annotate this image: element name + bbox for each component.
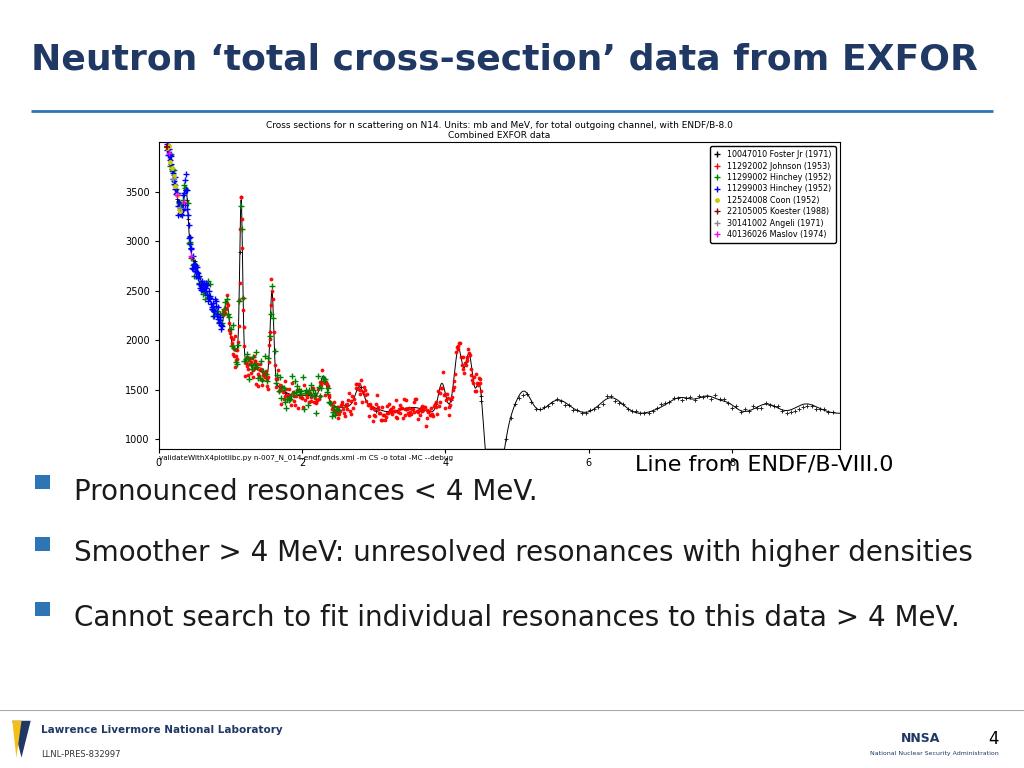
Text: National Nuclear Security Administration: National Nuclear Security Administration: [870, 751, 999, 756]
Legend: 10047010 Foster Jr (1971), 11292002 Johnson (1953), 11299002 Hinchey (1952), 112: 10047010 Foster Jr (1971), 11292002 John…: [711, 146, 836, 243]
Polygon shape: [12, 720, 31, 757]
Text: Neutron ‘total cross-section’ data from EXFOR: Neutron ‘total cross-section’ data from …: [31, 42, 978, 76]
Text: LLNL-PRES-832997: LLNL-PRES-832997: [41, 750, 121, 759]
Text: NNSA: NNSA: [901, 733, 940, 745]
Text: Lawrence Livermore National Laboratory: Lawrence Livermore National Laboratory: [41, 725, 283, 735]
Text: validateWithX4plotlibc.py n-007_N_014.endf.gnds.xml -m CS -o total -MC --debug: validateWithX4plotlibc.py n-007_N_014.en…: [159, 455, 453, 462]
Text: Line from ENDF/B-VIII.0: Line from ENDF/B-VIII.0: [635, 455, 893, 475]
Text: Pronounced resonances < 4 MeV.: Pronounced resonances < 4 MeV.: [74, 478, 538, 505]
Text: Smoother > 4 MeV: unresolved resonances with higher densities: Smoother > 4 MeV: unresolved resonances …: [74, 539, 973, 567]
Text: 4: 4: [988, 730, 998, 748]
Title: Cross sections for n scattering on N14. Units: mb and MeV, for total outgoing ch: Cross sections for n scattering on N14. …: [266, 121, 732, 140]
Text: Cannot search to fit individual resonances to this data > 4 MeV.: Cannot search to fit individual resonanc…: [74, 604, 959, 632]
Polygon shape: [12, 720, 22, 757]
